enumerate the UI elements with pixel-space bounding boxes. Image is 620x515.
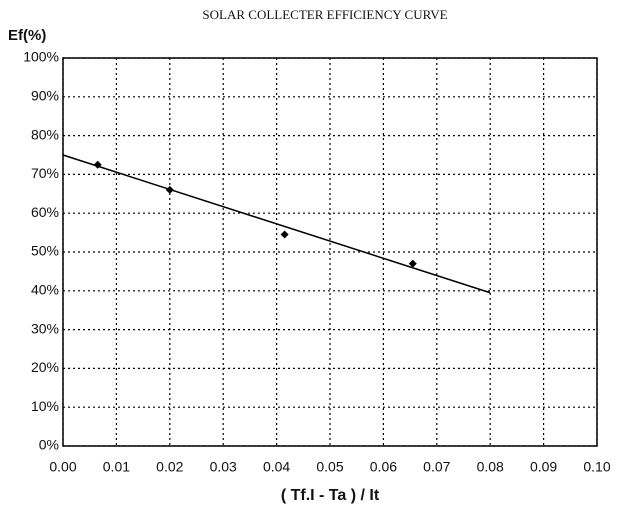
y-tick-label: 10% bbox=[31, 398, 59, 414]
y-tick-label: 20% bbox=[31, 359, 59, 375]
chart-title: SOLAR COLLECTER EFFICIENCY CURVE bbox=[202, 7, 447, 22]
data-point bbox=[408, 259, 417, 268]
y-tick-label: 100% bbox=[23, 49, 59, 65]
y-tick-label: 60% bbox=[31, 204, 59, 220]
y-tick-label: 50% bbox=[31, 243, 59, 259]
x-tick-label: 0.02 bbox=[156, 459, 183, 475]
y-tick-label: 30% bbox=[31, 320, 59, 336]
x-tick-label: 0.00 bbox=[49, 459, 76, 475]
y-axis-label: Ef(%) bbox=[8, 27, 46, 44]
y-tick-label: 40% bbox=[31, 282, 59, 298]
x-tick-label: 0.10 bbox=[583, 459, 610, 475]
y-tick-label: 80% bbox=[31, 126, 59, 142]
x-tick-label: 0.05 bbox=[316, 459, 343, 475]
x-tick-label: 0.06 bbox=[370, 459, 397, 475]
trend-line bbox=[62, 154, 491, 294]
plot-border bbox=[62, 57, 598, 447]
x-tick-label: 0.07 bbox=[423, 459, 450, 475]
data-point bbox=[280, 230, 289, 239]
x-tick-label: 0.09 bbox=[530, 459, 557, 475]
y-tick-label: 70% bbox=[31, 165, 59, 181]
y-tick-label: 90% bbox=[31, 88, 59, 104]
x-axis-label: ( Tf.I - Ta ) / It bbox=[281, 487, 380, 504]
x-tick-label: 0.04 bbox=[263, 459, 290, 475]
data-point bbox=[93, 160, 102, 169]
x-tick-label: 0.08 bbox=[477, 459, 504, 475]
y-tick-label: 0% bbox=[39, 437, 59, 453]
x-tick-label: 0.01 bbox=[103, 459, 130, 475]
x-tick-label: 0.03 bbox=[210, 459, 237, 475]
data-point bbox=[165, 185, 174, 194]
